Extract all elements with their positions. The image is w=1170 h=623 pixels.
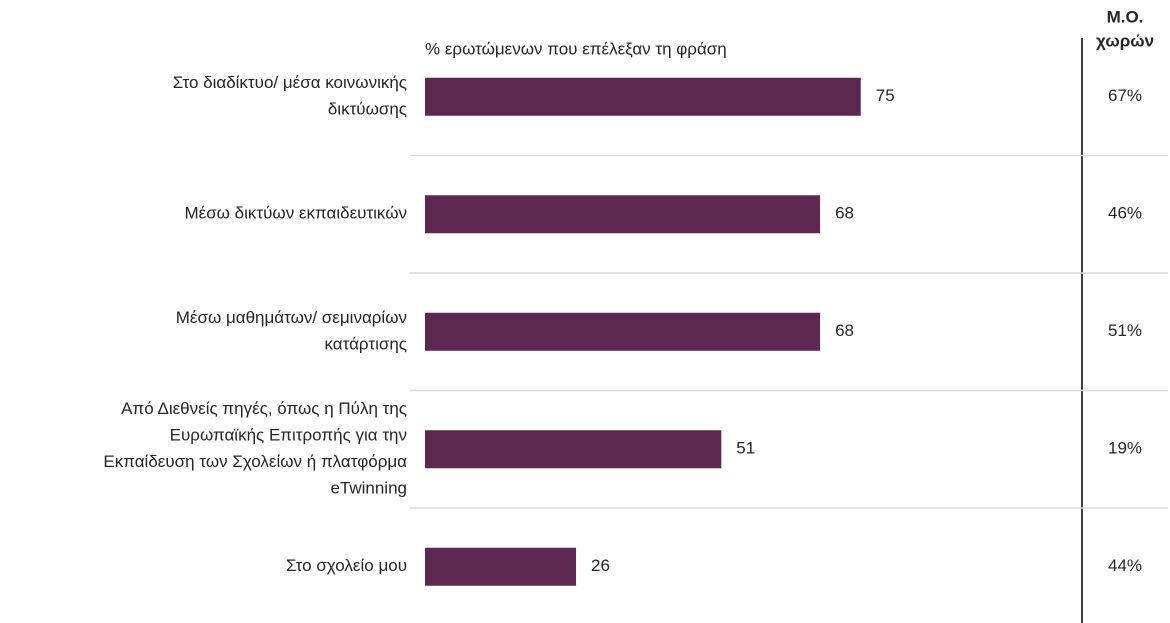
value-label: 68: [835, 321, 854, 340]
value-label: 26: [591, 556, 610, 575]
bar: [425, 312, 821, 351]
category-label: Στο διαδίκτυο/ μέσα κοινωνικής: [173, 73, 407, 92]
side-column-value: 44%: [1108, 556, 1142, 575]
bar: [425, 77, 861, 116]
category-label: Στο σχολείο μου: [286, 556, 407, 575]
category-label: Μέσω δικτύων εκπαιδευτικών: [184, 204, 407, 223]
side-column-title: Μ.Ο.: [1107, 7, 1144, 26]
bar: [425, 430, 722, 469]
category-label: eTwinning: [330, 478, 407, 497]
category-label: κατάρτισης: [325, 334, 408, 353]
category-label: Εκπαίδευση των Σχολείων ή πλατφόρμα: [103, 452, 407, 471]
side-column-value: 46%: [1108, 204, 1142, 223]
chart-subtitle: % ερωτώμενων που επέλεξαν τη φράση: [425, 39, 727, 58]
bar: [425, 547, 577, 586]
value-label: 68: [835, 204, 854, 223]
category-label: Μέσω μαθημάτων/ σεμιναρίων: [176, 308, 407, 327]
value-label: 51: [736, 439, 755, 458]
side-column-value: 19%: [1108, 439, 1142, 458]
value-label: 75: [876, 86, 895, 105]
side-column-value: 51%: [1108, 321, 1142, 340]
category-label: Από Διεθνείς πηγές, όπως η Πύλη της: [121, 399, 407, 418]
category-label: Ευρωπαϊκής Επιτροπής για την: [170, 425, 407, 444]
side-column-title: χωρών: [1096, 31, 1154, 50]
side-column-value: 67%: [1108, 86, 1142, 105]
category-label: δικτύωσης: [328, 99, 407, 118]
bar: [425, 195, 821, 234]
